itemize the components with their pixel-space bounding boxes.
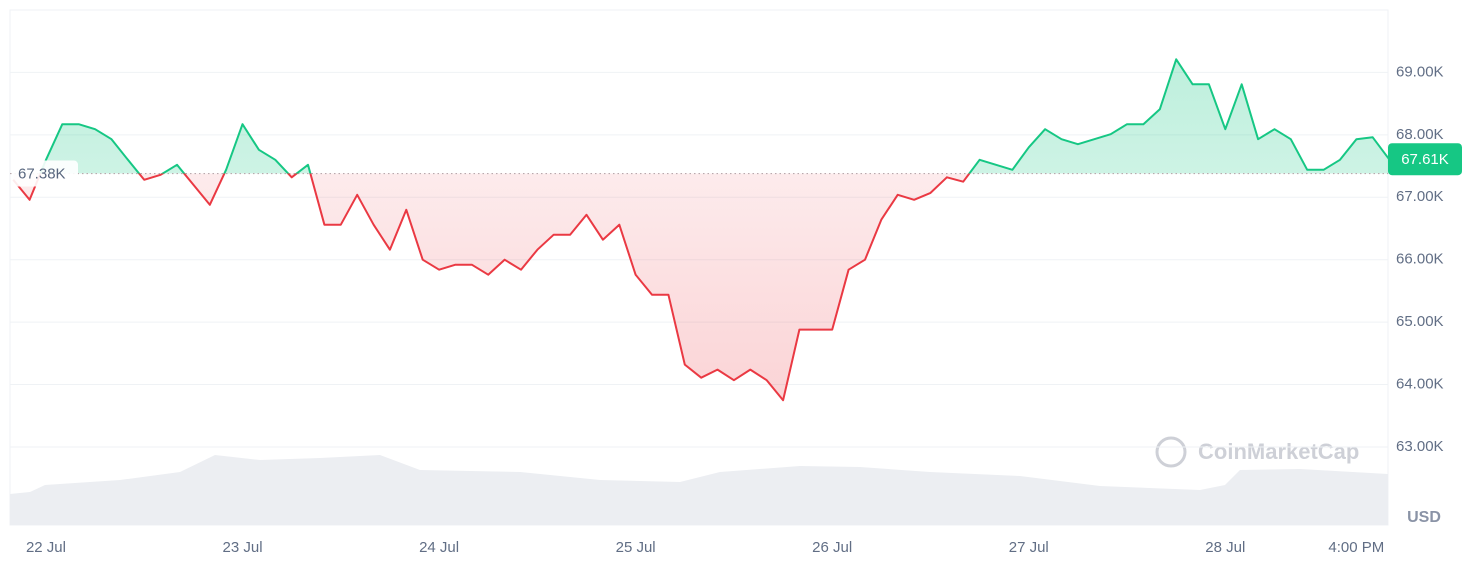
price-line-down [12,173,971,402]
y-unit: USD [1407,509,1441,526]
x-tick-label: 28 Jul [1205,539,1245,556]
watermark: CoinMarketCap [1155,436,1359,468]
watermark-icon [1155,436,1187,468]
y-tick-label: 65.00K [1396,313,1444,330]
x-tick-label: 23 Jul [223,539,263,556]
x-tick-label: 4:00 PM [1328,539,1384,556]
y-tick-label: 66.00K [1396,251,1444,268]
y-tick-label: 67.00K [1396,188,1444,205]
x-tick-label: 24 Jul [419,539,459,556]
baseline-label-box [12,160,78,187]
volume-area [10,455,1388,525]
x-tick-label: 27 Jul [1009,539,1049,556]
baseline-label: 67.38K [18,166,66,183]
x-tick-label: 22 Jul [26,539,66,556]
y-tick-label: 64.00K [1396,376,1444,393]
y-tick-label: 69.00K [1396,63,1444,80]
y-tick-label: 63.00K [1396,438,1444,455]
x-tick-label: 26 Jul [812,539,852,556]
last-price-badge [1388,143,1462,176]
price-line-up [39,58,1388,174]
x-tick-label: 25 Jul [616,539,656,556]
area-down [13,173,1388,401]
area-up [40,59,1388,174]
last-price-label: 67.61K [1401,151,1449,168]
watermark-text: CoinMarketCap [1198,439,1359,464]
y-tick-label: 68.00K [1396,126,1444,143]
